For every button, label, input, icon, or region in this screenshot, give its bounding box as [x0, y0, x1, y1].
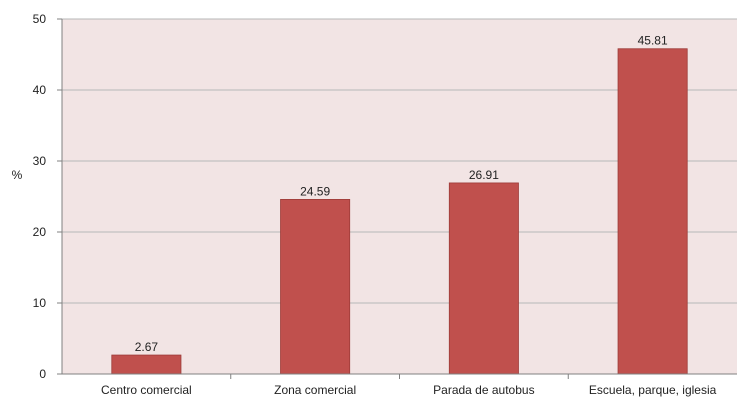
bar [111, 354, 182, 375]
data-label: 24.59 [300, 184, 330, 198]
bar [617, 48, 688, 375]
y-axis-label: % [12, 168, 23, 182]
y-tick-label: 10 [33, 296, 47, 310]
y-tick-label: 0 [39, 367, 46, 381]
x-tick-label: Zona comercial [274, 383, 356, 397]
data-label: 45.81 [638, 34, 668, 48]
bar [280, 199, 351, 375]
x-tick-label: Escuela, parque, iglesia [589, 383, 717, 397]
x-tick-label: Parada de autobus [433, 383, 534, 397]
data-label: 26.91 [469, 168, 499, 182]
x-tick-labels: Centro comercial Zona comercial Parada de … [101, 383, 717, 397]
bars [111, 48, 688, 375]
y-tick-label: 50 [33, 12, 47, 26]
x-tick-label: Centro comercial [101, 383, 192, 397]
y-tick-label: 40 [33, 83, 47, 97]
axes [61, 19, 737, 379]
y-tick-labels: 0 10 20 30 40 50 [33, 12, 47, 381]
y-tick-label: 20 [33, 225, 47, 239]
y-tick-label: 30 [33, 154, 47, 168]
data-labels: 2.67 24.59 26.91 45.81 [135, 34, 668, 354]
bar [448, 182, 519, 375]
data-label: 2.67 [135, 340, 159, 354]
